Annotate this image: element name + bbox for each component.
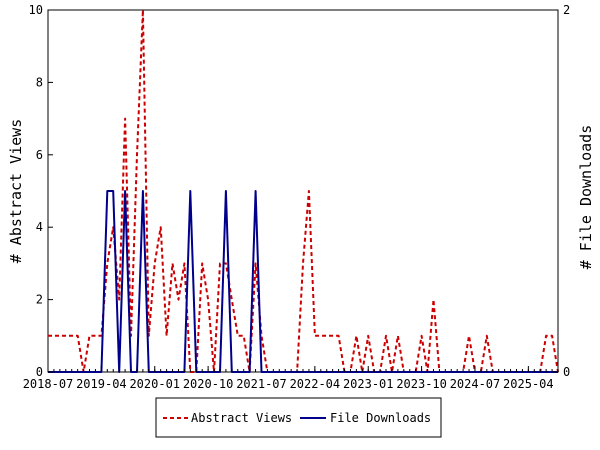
x-tick-label: 2021-07 <box>236 377 287 391</box>
x-tick-label: 2020-10 <box>183 377 234 391</box>
y-left-tick-label: 10 <box>29 3 43 17</box>
y-left-tick-label: 0 <box>36 365 43 379</box>
y-axis-left: 0 2 4 6 8 10 <box>29 3 53 379</box>
y-axis-left-title: # Abstract Views <box>7 119 25 264</box>
legend-box <box>155 397 442 438</box>
legend-label-abstract-views: Abstract Views <box>191 411 292 425</box>
x-tick-label: 2019-04 <box>76 377 127 391</box>
y-right-tick-label: 0 <box>563 365 570 379</box>
y-left-tick-label: 6 <box>36 148 43 162</box>
y-right-tick-label: 2 <box>563 3 570 17</box>
plot-frame <box>47 9 559 373</box>
x-tick-label: 2020-01 <box>129 377 180 391</box>
series-layer <box>48 9 559 373</box>
x-tick-label: 2024-07 <box>450 377 501 391</box>
series-line-file-downloads <box>48 190 558 373</box>
x-axis: 2018-07 2019-04 2020-01 2020-10 2021-07 2022-… <box>23 366 559 391</box>
x-tick-label: 2018-07 <box>23 377 74 391</box>
y-left-tick-label: 4 <box>36 220 43 234</box>
y-axis-right: 02 <box>553 3 570 379</box>
y-left-tick-label: 8 <box>36 75 43 89</box>
legend: Abstract Views File Downloads <box>155 397 442 438</box>
y-axis-right-title: # File Downloads <box>577 125 595 270</box>
legend-label-file-downloads: File Downloads <box>330 411 431 425</box>
series-line-abstract-views <box>48 9 559 373</box>
x-tick-label: 2025-04 <box>503 377 554 391</box>
x-tick-label: 2022-04 <box>290 377 341 391</box>
x-tick-label: 2023-01 <box>343 377 394 391</box>
y-left-tick-label: 2 <box>36 293 43 307</box>
x-tick-label: 2023-10 <box>396 377 447 391</box>
